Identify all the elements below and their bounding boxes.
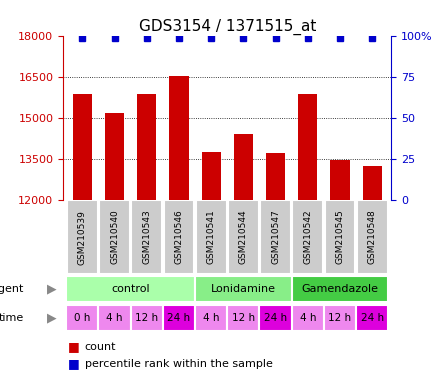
Bar [163,200,194,274]
Bar [297,94,317,200]
Bar [130,305,162,331]
Bar [195,200,226,274]
Text: ▶: ▶ [47,283,57,295]
Bar [194,276,291,302]
Bar [72,94,92,200]
Text: Gamendazole: Gamendazole [301,284,378,294]
Bar [162,305,194,331]
Text: count: count [85,342,116,352]
Bar [265,154,285,200]
Bar [292,200,322,274]
Text: 4 h: 4 h [106,313,122,323]
Text: 12 h: 12 h [328,313,351,323]
Text: GSM210541: GSM210541 [206,210,215,265]
Text: GSM210547: GSM210547 [270,210,279,265]
Bar [66,276,194,302]
Bar [260,200,290,274]
Bar [98,305,130,331]
Text: ▶: ▶ [47,311,57,324]
Bar [99,200,130,274]
Bar [291,305,323,331]
Text: 4 h: 4 h [203,313,219,323]
Bar [362,166,381,200]
Bar [137,94,156,200]
Bar [259,305,291,331]
Bar [356,200,387,274]
Text: GSM210548: GSM210548 [367,210,376,265]
Text: 24 h: 24 h [167,313,190,323]
Text: time: time [0,313,24,323]
Bar [67,200,98,274]
Bar [169,76,188,200]
Bar [66,305,98,331]
Text: 0 h: 0 h [74,313,90,323]
Bar [105,113,124,200]
Bar [194,305,227,331]
Text: 12 h: 12 h [231,313,254,323]
Text: percentile rank within the sample: percentile rank within the sample [85,359,272,369]
Title: GDS3154 / 1371515_at: GDS3154 / 1371515_at [138,19,315,35]
Text: GSM210544: GSM210544 [238,210,247,265]
Text: control: control [111,284,150,294]
Text: GSM210546: GSM210546 [174,210,183,265]
Bar [324,200,355,274]
Text: GSM210543: GSM210543 [142,210,151,265]
Bar [233,134,253,200]
Text: Lonidamine: Lonidamine [210,284,275,294]
Text: 24 h: 24 h [360,313,383,323]
Text: ■: ■ [67,358,79,370]
Text: 12 h: 12 h [135,313,158,323]
Bar [323,305,355,331]
Text: GSM210540: GSM210540 [110,210,119,265]
Text: ■: ■ [67,341,79,353]
Text: GSM210539: GSM210539 [78,210,87,265]
Bar [355,305,388,331]
Text: 4 h: 4 h [299,313,316,323]
Bar [291,276,388,302]
Bar [227,305,259,331]
Bar [227,200,258,274]
Text: agent: agent [0,284,24,294]
Bar [329,160,349,200]
Text: GSM210542: GSM210542 [302,210,312,265]
Bar [131,200,162,274]
Text: GSM210545: GSM210545 [335,210,344,265]
Text: 24 h: 24 h [263,313,286,323]
Bar [201,152,220,200]
